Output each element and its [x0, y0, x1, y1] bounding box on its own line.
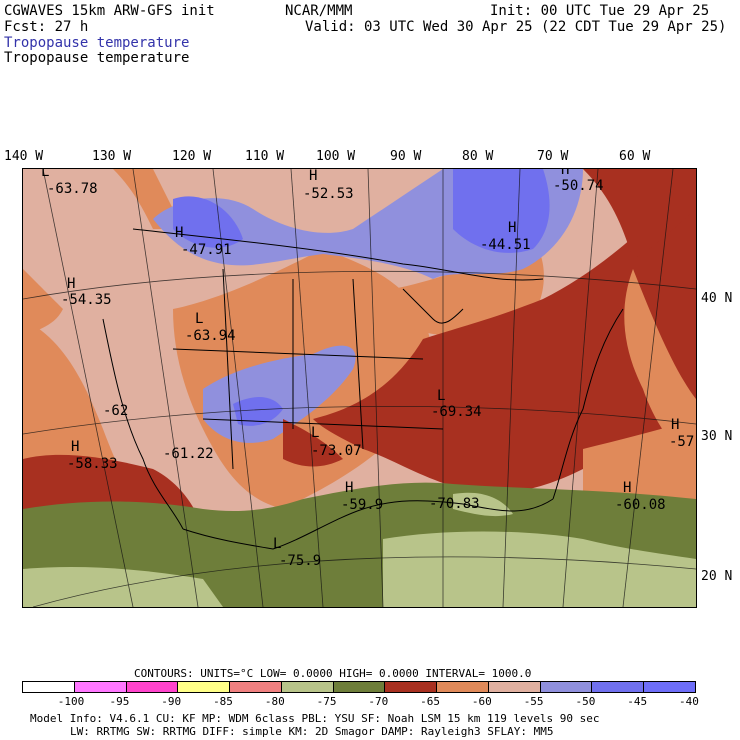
temperature-value-label: -73.07 [311, 443, 362, 459]
org-label: NCAR/MMM [285, 3, 353, 19]
colorbar-swatch [436, 681, 489, 693]
colorbar-swatch [125, 681, 179, 693]
pressure-center-marker: L [311, 425, 320, 441]
lon-label: 140 W [4, 149, 44, 164]
lon-label: 120 W [172, 149, 212, 164]
temperature-value-label: -69.34 [431, 404, 482, 420]
map-field [23, 169, 696, 607]
colorbar-swatch [643, 681, 696, 693]
pressure-center-marker: H [671, 417, 680, 433]
colorbar-swatch [384, 681, 438, 693]
temperature-value-label: -75.9 [279, 553, 322, 569]
lon-label: 110 W [245, 149, 285, 164]
colorbar-tick-label: -75 [316, 695, 337, 708]
temperature-value-label: -63.78 [47, 181, 98, 197]
model-info-line-2: LW: RRTMG SW: RRTMG DIFF: simple KM: 2D … [70, 725, 554, 738]
colorbar-tick-label: -85 [213, 695, 233, 708]
colorbar-tick-label: -90 [161, 695, 182, 708]
colorbar-swatch [229, 681, 282, 693]
lat-label: 30 N [701, 429, 733, 444]
lon-label: 80 W [462, 149, 494, 164]
field-title: Tropopause temperature [4, 35, 190, 51]
temperature-value-label: -58.33 [67, 456, 118, 472]
colorbar-tick-label: -80 [264, 695, 285, 708]
pressure-center-marker: H [309, 168, 318, 184]
field-subtitle: Tropopause temperature [4, 50, 190, 66]
lon-label: 90 W [390, 149, 422, 164]
lon-label: 70 W [537, 149, 569, 164]
temperature-value-label: -62 [103, 403, 129, 419]
colorbar-swatch [591, 681, 645, 693]
pressure-center-marker: L [273, 536, 282, 552]
lat-label: 40 N [701, 291, 733, 306]
colorbar-tick-label: -60 [471, 695, 492, 708]
colorbar-swatch [539, 681, 593, 693]
temperature-value-label: -52.53 [303, 186, 354, 202]
lon-label: 130 W [92, 149, 132, 164]
temperature-value-label: -61.22 [163, 446, 214, 462]
temperature-value-label: -57 [669, 434, 695, 450]
colorbar-tick-label: -45 [627, 695, 648, 708]
colorbar-swatch [177, 681, 231, 693]
valid-time: Valid: 03 UTC Wed 30 Apr 25 (22 CDT Tue … [305, 19, 727, 35]
pressure-center-marker: L [195, 311, 204, 327]
colorbar-swatch [22, 681, 75, 693]
temperature-value-label: -60.08 [615, 497, 666, 513]
pressure-center-marker: L [41, 168, 50, 180]
tropopause-temperature-map: L -63.78 H -52.53 H -50.74 H -47.91 H -4… [22, 168, 697, 608]
colorbar-tick-label: -65 [420, 695, 441, 708]
colorbar-swatch [73, 681, 127, 693]
forecast-hour: Fcst: 27 h [4, 19, 89, 35]
colorbar-swatch [280, 681, 334, 693]
temperature-value-label: -54.35 [61, 292, 112, 308]
temperature-value-label: -50.74 [553, 178, 604, 194]
colorbar-swatch [332, 681, 386, 693]
lat-label: 20 N [701, 569, 733, 584]
colorbar-tick-label: -50 [575, 695, 596, 708]
colorbar-tick-label: -55 [523, 695, 544, 708]
pressure-center-marker: H [561, 168, 570, 178]
pressure-center-marker: H [71, 439, 80, 455]
temperature-value-label: -70.83 [429, 496, 480, 512]
init-time: Init: 00 UTC Tue 29 Apr 25 [490, 3, 710, 19]
pressure-center-marker: H [345, 480, 354, 496]
colorbar-tick-label: -95 [109, 695, 130, 708]
model-info-line-1: Model Info: V4.6.1 CU: KF MP: WDM 6class… [30, 712, 600, 725]
pressure-center-marker: H [175, 225, 184, 241]
temperature-value-label: -59.9 [341, 497, 384, 513]
colorbar-swatch [487, 681, 541, 693]
model-title: CGWAVES 15km ARW-GFS init [4, 3, 215, 19]
pressure-center-marker: H [67, 276, 76, 292]
contour-info: CONTOURS: UNITS=°C LOW= 0.0000 HIGH= 0.0… [134, 667, 532, 680]
colorbar-tick-label: -40 [679, 695, 699, 708]
lon-label: 60 W [619, 149, 651, 164]
temperature-value-label: -63.94 [185, 328, 236, 344]
colorbar-tick-label: -100 [57, 695, 85, 708]
temperature-value-label: -47.91 [181, 242, 232, 258]
temperature-value-label: -44.51 [480, 237, 531, 253]
colorbar-tick-label: -70 [368, 695, 389, 708]
pressure-center-marker: L [437, 388, 446, 404]
pressure-center-marker: H [623, 480, 632, 496]
lon-label: 100 W [316, 149, 356, 164]
pressure-center-marker: H [508, 220, 517, 236]
